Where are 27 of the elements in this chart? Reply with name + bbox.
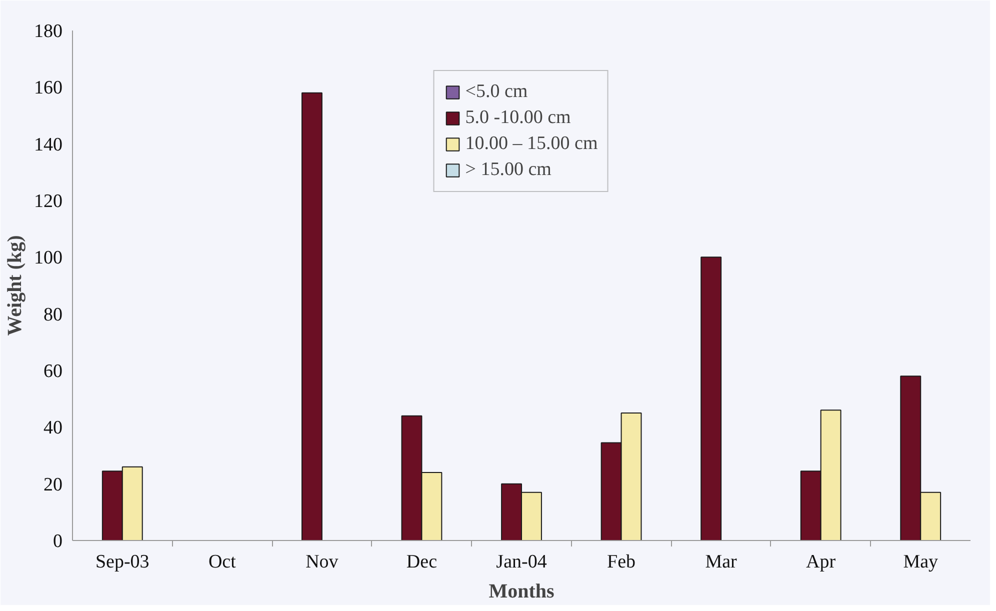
y-tick-label: 180	[34, 21, 62, 42]
y-tick-label: 140	[34, 134, 62, 156]
x-tick-label: Oct	[208, 552, 237, 572]
y-axis-title: Weight (kg)	[4, 235, 26, 336]
x-tick-label: Jan-04	[496, 552, 548, 572]
y-tick-label: 60	[44, 361, 62, 382]
x-tick-label: Feb	[607, 552, 636, 572]
x-tick-label: Mar	[705, 552, 738, 572]
legend-label: <5.0 cm	[465, 81, 528, 103]
x-tick-label: May	[903, 552, 939, 572]
y-tick-label: 100	[34, 248, 62, 269]
y-tick-label: 80	[44, 304, 62, 326]
y-tick-label: 120	[34, 191, 62, 212]
y-tick-label: 0	[53, 531, 62, 552]
bar	[301, 92, 322, 540]
x-tick-label: Sep-03	[95, 552, 150, 572]
legend-label: 10.00 – 15.00 cm	[465, 133, 598, 155]
y-tick-label: 20	[44, 474, 62, 496]
x-tick-label: Apr	[806, 552, 836, 572]
legend-label: > 15.00 cm	[465, 159, 552, 181]
legend-label: 5.0 -10.00 cm	[465, 107, 571, 129]
y-tick-label: 160	[34, 78, 62, 99]
x-axis-title: Months	[488, 580, 554, 602]
bar	[700, 256, 722, 540]
y-tick-label: 40	[44, 418, 62, 439]
x-tick-label: Nov	[306, 552, 339, 572]
x-tick-label: Dec	[406, 552, 438, 572]
